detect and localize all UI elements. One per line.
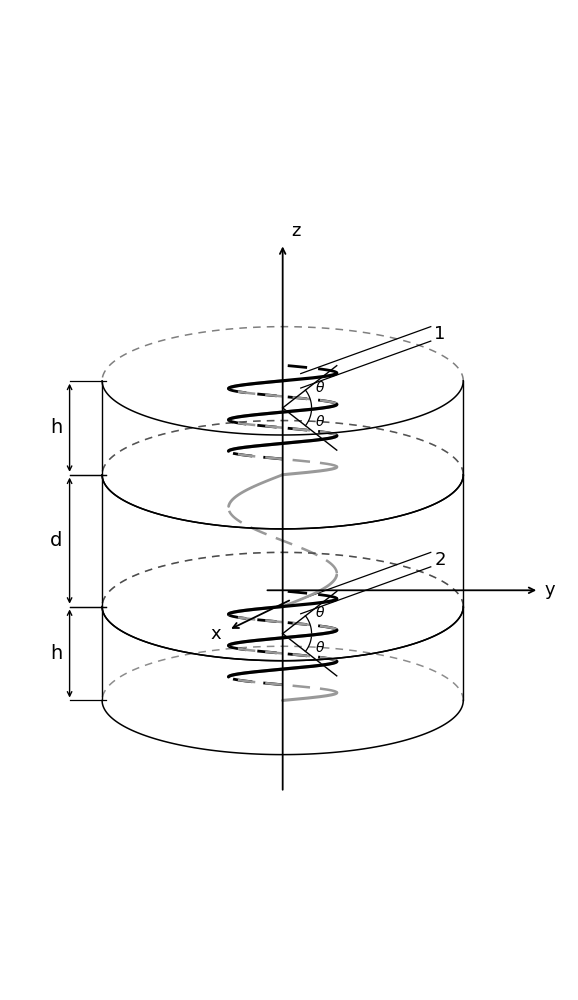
Text: 1: 1	[435, 325, 446, 343]
Text: z: z	[292, 222, 301, 240]
Text: 2: 2	[435, 551, 446, 569]
Text: h: h	[50, 644, 62, 663]
Text: h: h	[50, 418, 62, 437]
Text: y: y	[544, 581, 555, 599]
Text: x: x	[210, 625, 221, 643]
Text: $\theta$: $\theta$	[315, 380, 325, 395]
Text: $\theta$: $\theta$	[315, 640, 325, 655]
Text: $\theta$: $\theta$	[315, 605, 325, 620]
Text: $\theta$: $\theta$	[315, 414, 325, 429]
Text: d: d	[50, 531, 62, 550]
